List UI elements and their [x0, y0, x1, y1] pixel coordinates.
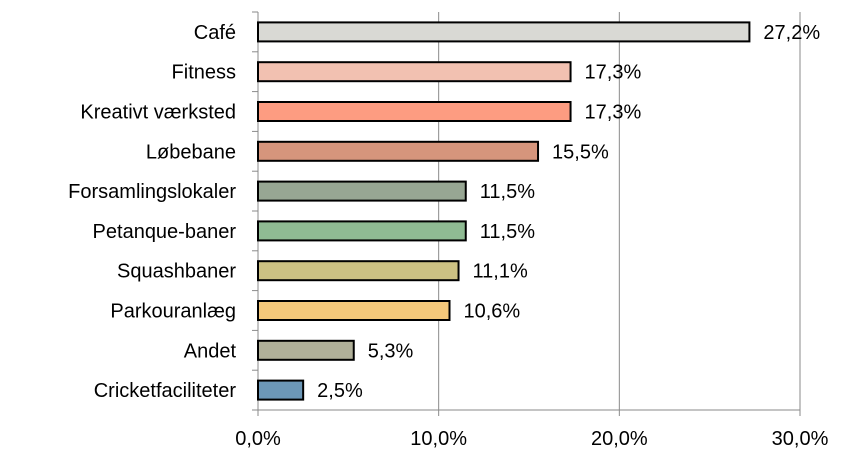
data-label: 2,5% — [317, 380, 363, 402]
bar — [257, 339, 355, 361]
category-label: Squashbaner — [117, 261, 236, 283]
data-label: 5,3% — [368, 340, 414, 362]
category-label: Fitness — [172, 62, 236, 84]
data-label: 17,3% — [585, 102, 642, 124]
category-label: Andet — [184, 340, 237, 362]
category-label: Forsamlingslokaler — [68, 181, 236, 203]
category-label: Café — [194, 22, 236, 44]
x-tick-label: 10,0% — [410, 428, 467, 450]
category-label: Kreativt værksted — [80, 102, 236, 124]
data-label: 10,6% — [464, 301, 521, 323]
bar — [257, 220, 467, 242]
bar — [257, 140, 540, 162]
x-tick-label: 0,0% — [235, 428, 281, 450]
bar — [257, 300, 451, 321]
bar — [257, 61, 572, 83]
data-label: 11,5% — [480, 221, 535, 243]
data-label: 17,3% — [585, 62, 642, 84]
data-label: 15,5% — [552, 141, 609, 163]
bar — [257, 180, 467, 202]
category-label: Løbebane — [146, 141, 236, 163]
bar — [257, 101, 572, 122]
category-label: Petanque-baner — [93, 221, 237, 243]
category-label: Parkouranlæg — [110, 301, 236, 323]
category-label: Cricketfaciliteter — [94, 380, 237, 402]
bar — [257, 260, 460, 282]
bar — [257, 21, 751, 43]
x-tick-label: 20,0% — [591, 428, 648, 450]
data-label: 27,2% — [763, 22, 820, 44]
x-tick-label: 30,0% — [772, 428, 829, 450]
data-label: 11,1% — [473, 261, 528, 283]
data-label: 11,5% — [480, 181, 535, 203]
bar — [257, 379, 305, 401]
